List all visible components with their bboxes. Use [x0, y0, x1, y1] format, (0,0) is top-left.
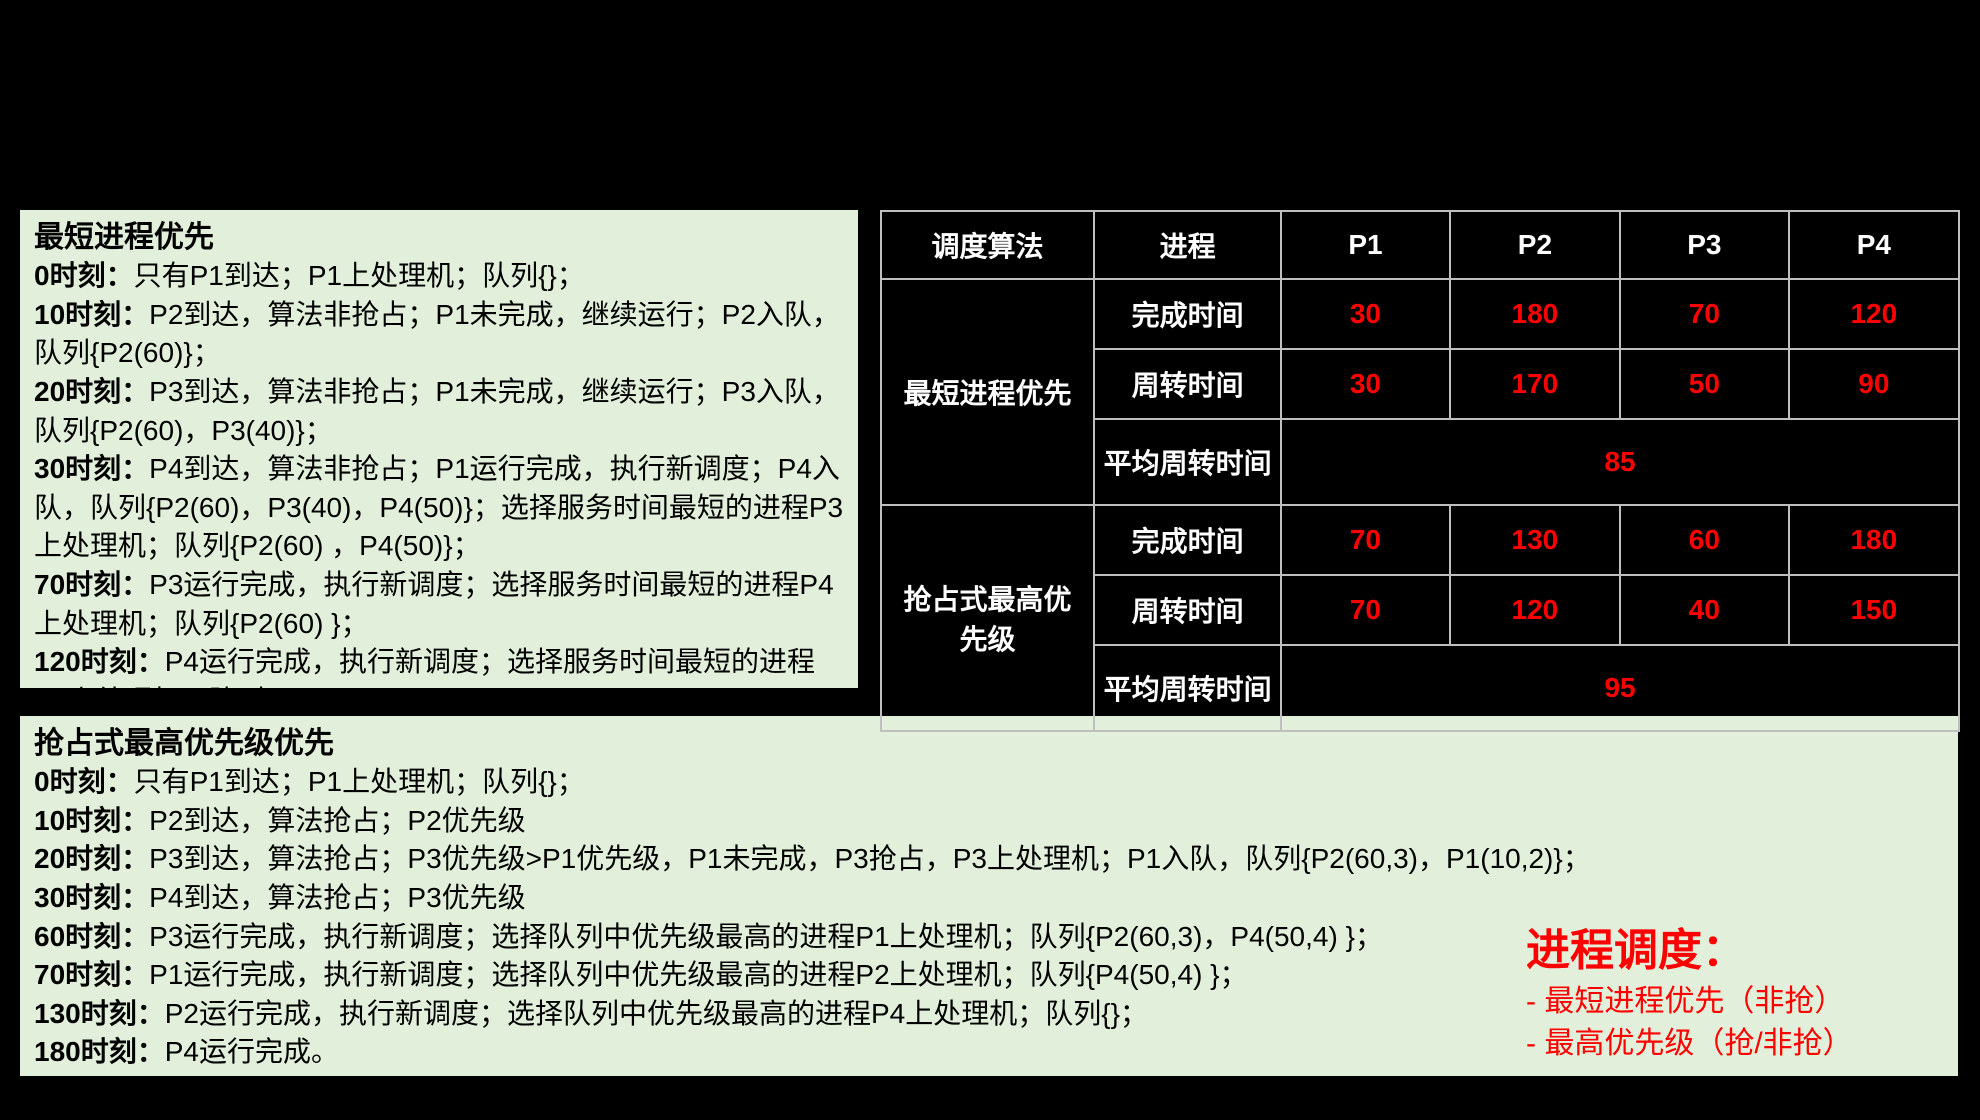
group-name-0: 最短进程优先	[881, 279, 1094, 505]
panel2-lines-line-0: 0时刻：只有P1到达；P1上处理机；队列{}；	[34, 763, 1944, 802]
panel1-lines-line-2: 20时刻：P3到达，算法非抢占；P1未完成，继续运行；P3入队，队列{P2(60…	[34, 373, 844, 450]
avg-value-0: 85	[1281, 419, 1959, 505]
cell-0-0-3: 120	[1789, 279, 1959, 349]
cell-0-0-0: 30	[1281, 279, 1450, 349]
cell-1-0-1: 130	[1450, 505, 1620, 575]
table-header-4: P3	[1620, 211, 1789, 279]
note-line-1: - 最短进程优先（非抢）	[1526, 976, 1844, 1020]
avg-label-0: 平均周转时间	[1094, 419, 1281, 505]
cell-1-1-2: 40	[1620, 575, 1789, 645]
cell-0-1-3: 90	[1789, 349, 1959, 419]
table-header-0: 调度算法	[881, 211, 1094, 279]
panel1-lines-line-3: 30时刻：P4到达，算法非抢占；P1运行完成，执行新调度；P4入队，队列{P2(…	[34, 450, 844, 566]
note-line-2: - 最高优先级（抢/非抢）	[1526, 1018, 1853, 1062]
panel1-title: 最短进程优先	[34, 218, 844, 257]
note-title: 进程调度：	[1526, 914, 1746, 978]
avg-value-1: 95	[1281, 645, 1959, 731]
cell-1-1-3: 150	[1789, 575, 1959, 645]
cell-0-1-1: 170	[1450, 349, 1620, 419]
panel1-lines-line-1: 10时刻：P2到达，算法非抢占；P1未完成，继续运行；P2入队，队列{P2(60…	[34, 296, 844, 373]
group-name-1: 抢占式最高优先级	[881, 505, 1094, 731]
panel2-lines-line-3: 30时刻：P4到达，算法抢占；P3优先级	[34, 879, 1944, 918]
avg-label-1: 平均周转时间	[1094, 645, 1281, 731]
cell-0-1-2: 50	[1620, 349, 1789, 419]
panel-shortest-process-first: 最短进程优先 0时刻：只有P1到达；P1上处理机；队列{}；10时刻：P2到达，…	[20, 210, 858, 688]
table-header-2: P1	[1281, 211, 1450, 279]
cell-1-0-0: 70	[1281, 505, 1450, 575]
row-label-1-1: 周转时间	[1094, 575, 1281, 645]
scheduling-results-table: 调度算法进程P1P2P3P4最短进程优先完成时间3018070120周转时间30…	[880, 210, 1960, 732]
panel2-lines-line-2: 20时刻：P3到达，算法抢占；P3优先级>P1优先级，P1未完成，P3抢占，P3…	[34, 840, 1944, 879]
cell-0-0-1: 180	[1450, 279, 1620, 349]
cell-1-0-3: 180	[1789, 505, 1959, 575]
row-label-0-0: 完成时间	[1094, 279, 1281, 349]
panel1-lines-line-4: 70时刻：P3运行完成，执行新调度；选择服务时间最短的进程P4上处理机；队列{P…	[34, 566, 844, 643]
panel2-lines-line-1: 10时刻：P2到达，算法抢占；P2优先级	[34, 802, 1944, 841]
panel1-lines-line-0: 0时刻：只有P1到达；P1上处理机；队列{}；	[34, 257, 844, 296]
cell-0-0-2: 70	[1620, 279, 1789, 349]
panel1-lines-line-5: 120时刻：P4运行完成，执行新调度；选择服务时间最短的进程P2上处理机；队列{…	[34, 643, 844, 720]
row-label-1-0: 完成时间	[1094, 505, 1281, 575]
cell-0-1-0: 30	[1281, 349, 1450, 419]
table-header-1: 进程	[1094, 211, 1281, 279]
table-header-5: P4	[1789, 211, 1959, 279]
cell-1-1-0: 70	[1281, 575, 1450, 645]
cell-1-0-2: 60	[1620, 505, 1789, 575]
row-label-0-1: 周转时间	[1094, 349, 1281, 419]
table-header-3: P2	[1450, 211, 1620, 279]
cell-1-1-1: 120	[1450, 575, 1620, 645]
panel1-body: 0时刻：只有P1到达；P1上处理机；队列{}；10时刻：P2到达，算法非抢占；P…	[34, 257, 844, 759]
